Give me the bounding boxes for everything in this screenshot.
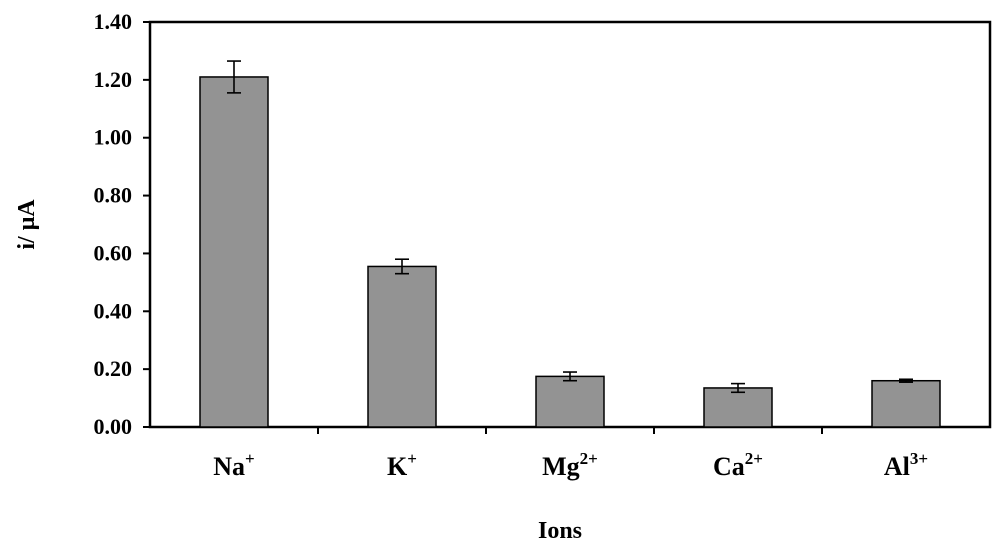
x-tick-label-superscript: 2+ (745, 449, 763, 468)
bar (367, 265, 437, 428)
y-tick-label: 0.40 (94, 298, 133, 323)
bar (703, 387, 773, 428)
x-tick-label-superscript: 3+ (910, 449, 928, 468)
y-tick-label: 1.20 (94, 67, 133, 92)
y-tick-label: 0.20 (94, 356, 133, 381)
plot-border (148, 20, 992, 429)
x-tick-label-superscript: 2+ (580, 449, 598, 468)
bar (535, 375, 605, 428)
plot-area (148, 20, 992, 429)
x-tick-label: Ca2+ (713, 449, 763, 481)
x-tick-label-superscript: + (407, 449, 417, 468)
y-tick-label: 1.40 (94, 9, 133, 34)
x-axis: Na+ K+ Mg2+ Ca2+ Al3+ (213, 427, 928, 481)
bar (871, 379, 941, 428)
x-tick-label-base: Mg (542, 452, 580, 481)
x-tick-label-superscript: + (245, 449, 255, 468)
x-tick-label-base: Al (884, 452, 910, 481)
y-axis: 0.00 0.20 0.40 0.60 0.80 1.00 1.20 1.40 (94, 9, 150, 439)
y-axis-title: i/ μA (14, 199, 40, 250)
x-tick-label-base: K (387, 452, 408, 481)
y-tick-label: 0.80 (94, 183, 133, 208)
bars (199, 60, 941, 428)
x-tick-label: Mg2+ (542, 449, 598, 481)
x-tick-label: Na+ (213, 449, 254, 481)
y-tick-label: 1.00 (94, 125, 133, 150)
y-tick-label: 0.00 (94, 414, 133, 439)
x-tick-label-base: Na (213, 452, 245, 481)
y-tick-label: 0.60 (94, 240, 133, 265)
x-tick-label-base: Ca (713, 452, 745, 481)
x-axis-title: Ions (538, 518, 582, 544)
x-tick-label: Al3+ (884, 449, 928, 481)
x-tick-label: K+ (387, 449, 417, 481)
bar (199, 76, 269, 428)
